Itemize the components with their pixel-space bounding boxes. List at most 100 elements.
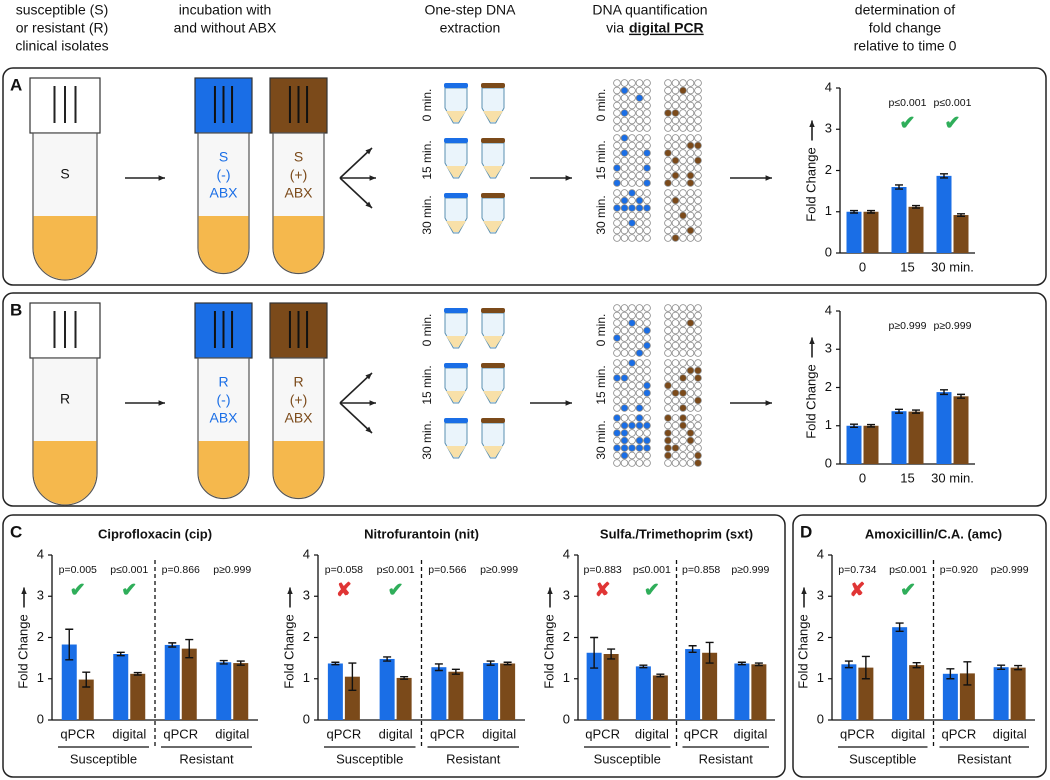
panel-letter: D [800,522,812,541]
pcr-well [679,204,687,212]
arrow-head [21,587,27,594]
pcr-well [613,149,621,157]
small-tube-cap [444,193,468,198]
error-bar [705,641,714,664]
p-value: p=0.883 [584,564,622,576]
pcr-well [613,234,621,242]
pcr-well [620,109,629,117]
pcr-well [620,349,629,357]
panel-c-box [2,514,786,778]
x-tick-label: qPCR [163,726,198,741]
pcr-well [643,116,651,125]
p-value: p≥0.999 [991,564,1029,576]
y-tick-label: 2 [825,379,832,394]
pcr-well [620,366,629,375]
pcr-well [643,444,651,452]
bar [327,663,343,720]
pcr-well [635,101,644,110]
pcr-well [620,341,629,350]
pcr-well [671,219,680,227]
pcr-well [620,189,629,197]
pcr-well [664,196,672,205]
error-bar [1014,664,1023,671]
pcr-well [694,204,702,212]
pcr-well [620,421,629,430]
pcr-well [643,109,651,117]
pcr-well [635,359,644,367]
pcr-well [643,189,651,197]
pcr-well [664,359,672,367]
bar [942,673,958,720]
pcr-well [613,349,621,357]
y-tick-label: 2 [825,162,832,177]
pcr-well [694,234,702,242]
time-label: 30 min. [594,195,608,234]
pcr-well [643,459,651,467]
pcr-well [643,374,651,382]
y-tick-label: 0 [563,711,570,726]
pcr-well [694,436,702,445]
pcr-well [620,171,629,180]
pcr-well [628,124,636,132]
y-tick-label: 1 [303,670,310,685]
pcr-well [671,156,680,165]
pcr-well [686,86,695,95]
pcr-well [643,124,651,132]
pcr-well [686,156,695,165]
pcr-well [620,234,629,242]
pcr-well [664,319,672,327]
header-emphasis: digital PCR [629,20,704,36]
small-tube-liquid [446,391,466,402]
pcr-well [635,149,644,157]
y-axis-label: Fold Change [541,614,556,688]
pcr-well [620,404,629,412]
pcr-well [613,374,621,382]
pcr-well [671,421,680,430]
pcr-well [613,429,621,437]
p-value: p=0.005 [59,564,97,576]
pcr-well [628,349,636,357]
pcr-well [664,179,672,187]
pcr-well [635,326,644,335]
bar [396,677,412,720]
small-tube-liquid [483,221,503,232]
pcr-well [620,359,629,367]
pcr-well [664,421,672,430]
panel-b-box [2,292,1047,507]
pcr-well [679,404,687,412]
header-text: fold change [869,20,942,36]
group-label: Resistant [957,751,1012,766]
pcr-well [613,304,621,312]
pcr-well [620,94,629,102]
pcr-well [643,196,651,205]
arrow-line [339,177,373,209]
pcr-well [628,109,636,117]
error-bar [754,662,763,667]
pcr-well [613,311,621,320]
arrow-head [287,587,293,594]
p-value: p≥0.999 [213,564,251,576]
small-tube-cap [481,418,505,423]
pcr-well [694,359,702,367]
pcr-well [620,319,629,327]
pcr-well [620,196,629,205]
pcr-well [686,334,695,342]
pcr-well [686,101,695,110]
pcr-well [635,189,644,197]
pcr-well [671,171,680,180]
pcr-well [679,326,687,335]
x-tick-label: 0 [859,259,866,274]
arrow-line [339,147,373,179]
p-value: p≤0.001 [934,97,972,109]
pcr-well [628,179,636,187]
arrow-head [158,175,165,181]
error-bar [940,173,948,179]
pcr-well [635,444,644,452]
p-value: p≤0.001 [889,564,927,576]
tube-label: (+) [290,392,308,408]
bar [863,425,879,464]
pcr-well [613,94,621,102]
pcr-well [613,366,621,375]
pcr-well [671,414,680,422]
arrow-head [365,373,372,380]
